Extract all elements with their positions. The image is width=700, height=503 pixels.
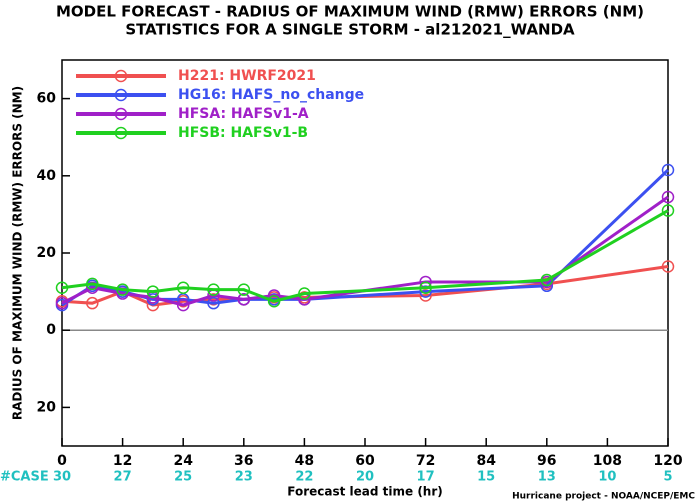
x-tick-label: 36 [234, 453, 253, 469]
point [419, 285, 432, 298]
x-tick-label: 0 [57, 453, 67, 469]
point [116, 283, 129, 296]
legend-marker [114, 126, 128, 140]
legend-marker [114, 88, 128, 102]
case-count: 10 [598, 470, 616, 485]
x-tick-label: 84 [476, 453, 496, 469]
point [146, 285, 160, 298]
series-line [61, 168, 670, 307]
case-count: 5 [663, 470, 672, 485]
point [661, 204, 675, 217]
case-count: 17 [417, 470, 435, 485]
case-count: 15 [477, 470, 495, 485]
legend-marker [114, 69, 128, 83]
point [207, 296, 220, 310]
point [419, 289, 432, 302]
point [207, 293, 220, 306]
point [176, 298, 190, 312]
point [237, 283, 251, 296]
plot-frame [61, 59, 669, 447]
point [540, 273, 554, 287]
legend-label: HG16: HAFS_no_change [178, 87, 364, 103]
point [55, 296, 69, 310]
x-tick-label: 24 [173, 453, 193, 469]
chart-title: MODEL FORECAST - RADIUS OF MAXIMUM WIND … [56, 3, 644, 21]
y-tick-label: 20 [37, 399, 57, 415]
x-tick-label: 12 [113, 453, 132, 469]
case-count: 22 [295, 470, 313, 485]
point [86, 296, 99, 310]
y-tick-label: 40 [37, 168, 57, 184]
case-count: 30 [53, 470, 71, 485]
x-tick-label: 60 [355, 453, 375, 469]
y-tick-label: 60 [37, 91, 57, 107]
point [207, 283, 220, 296]
y-tick-label: 0 [46, 322, 56, 338]
footer: Hurricane project - NOAA/NCEP/EMC [512, 492, 695, 502]
point [661, 190, 675, 204]
point [176, 281, 190, 294]
point [116, 287, 129, 300]
case-count: 25 [174, 470, 192, 485]
x-axis-label: Forecast lead time (hr) [287, 485, 443, 499]
x-tick-label: 96 [537, 453, 556, 469]
point [86, 277, 99, 291]
y-axis-label: RADIUS OF MAXIMUM WIND (RMW) ERRORS (NM) [11, 86, 25, 420]
x-tick-label: 120 [653, 453, 682, 469]
legend-label: HFSB: HAFSv1-B [178, 125, 308, 141]
case-count: 23 [235, 470, 253, 485]
case-count: 27 [114, 470, 132, 485]
point [55, 281, 69, 294]
legend-label: HFSA: HAFSv1-A [178, 106, 309, 122]
legend-label: H221: HWRF2021 [178, 68, 316, 84]
x-tick-label: 72 [416, 453, 435, 469]
point [661, 260, 675, 273]
point [419, 281, 432, 294]
point [267, 295, 281, 308]
point [86, 281, 99, 294]
point [661, 163, 675, 177]
x-tick-label: 48 [295, 453, 314, 469]
chart-subtitle: STATISTICS FOR A SINGLE STORM - al212021… [125, 21, 575, 39]
case-count: 13 [538, 470, 556, 485]
series-line [61, 195, 669, 307]
x-tick-label: 108 [593, 453, 622, 469]
point [298, 287, 311, 300]
legend-marker [114, 107, 128, 121]
y-tick-label: 20 [37, 245, 57, 261]
case-label: #CASE [0, 470, 49, 485]
point [237, 293, 251, 306]
case-count: 20 [356, 470, 374, 485]
